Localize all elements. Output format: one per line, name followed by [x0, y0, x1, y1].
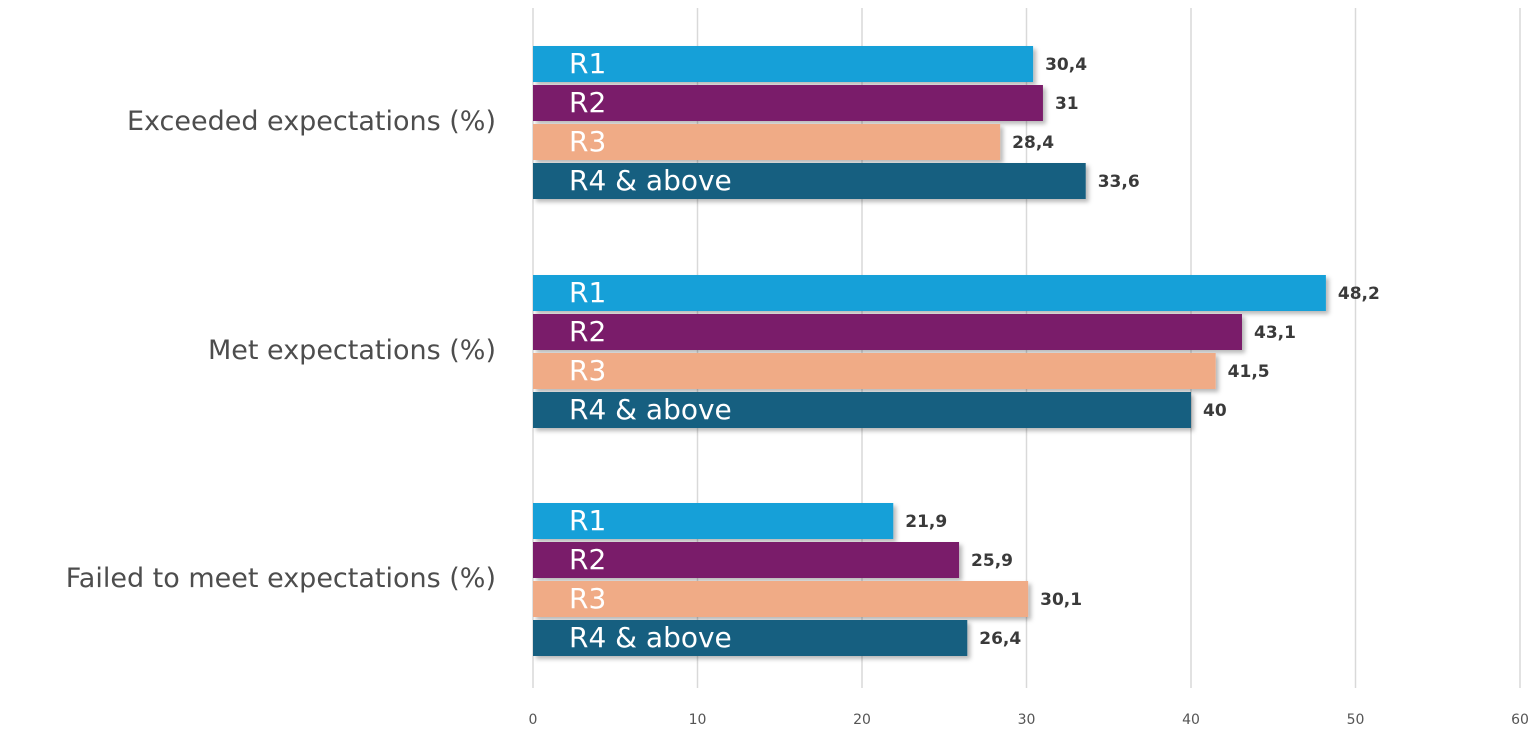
- data-label: 41,5: [1228, 362, 1270, 382]
- data-label: 26,4: [979, 629, 1021, 649]
- bar: [533, 620, 968, 656]
- bar-series-label: R3: [569, 354, 606, 387]
- data-label: 28,4: [1012, 133, 1054, 153]
- x-tick-label: 60: [1511, 712, 1529, 728]
- x-tick-label: 50: [1347, 712, 1365, 728]
- data-label: 30,1: [1040, 590, 1082, 610]
- bar-series-label: R1: [569, 276, 606, 309]
- data-label: 31: [1055, 94, 1079, 114]
- bar: [533, 275, 1326, 311]
- bar: [533, 314, 1242, 350]
- data-label: 33,6: [1098, 172, 1140, 192]
- x-tick-label: 10: [689, 712, 707, 728]
- category-label: Exceeded expectations (%): [127, 106, 496, 137]
- data-label: 21,9: [905, 512, 947, 532]
- x-tick-label: 0: [529, 712, 538, 728]
- category-label: Failed to meet expectations (%): [66, 563, 496, 594]
- bar-series-label: R4 & above: [569, 621, 732, 654]
- data-label: 25,9: [971, 551, 1013, 571]
- x-tick-label: 40: [1182, 712, 1200, 728]
- bar: [533, 353, 1216, 389]
- bar-series-label: R3: [569, 582, 606, 615]
- bar: [533, 163, 1086, 199]
- bar: [533, 581, 1029, 617]
- data-label: 48,2: [1338, 284, 1380, 304]
- x-tick-label: 20: [853, 712, 871, 728]
- category-label: Met expectations (%): [208, 335, 496, 366]
- bar: [533, 124, 1001, 160]
- bar: [533, 392, 1191, 428]
- bar-series-label: R2: [569, 86, 606, 119]
- bar-series-label: R4 & above: [569, 393, 732, 426]
- bar-series-label: R4 & above: [569, 164, 732, 197]
- bar-series-label: R2: [569, 315, 606, 348]
- data-label: 40: [1203, 401, 1227, 421]
- bar: [533, 503, 894, 539]
- bar-series-label: R2: [569, 543, 606, 576]
- data-label: 30,4: [1045, 55, 1087, 75]
- bars: [533, 46, 1326, 656]
- bar-series-label: R3: [569, 125, 606, 158]
- bar-series-label: R1: [569, 504, 606, 537]
- labels: 0 10 20 30 40 50 60 Exceeded expectations (%) Me…: [66, 47, 1529, 728]
- bar-series-label: R1: [569, 47, 606, 80]
- bar: [533, 542, 960, 578]
- x-tick-label: 30: [1018, 712, 1036, 728]
- bar: [533, 46, 1034, 82]
- data-label: 43,1: [1254, 323, 1296, 343]
- bar: [533, 85, 1043, 121]
